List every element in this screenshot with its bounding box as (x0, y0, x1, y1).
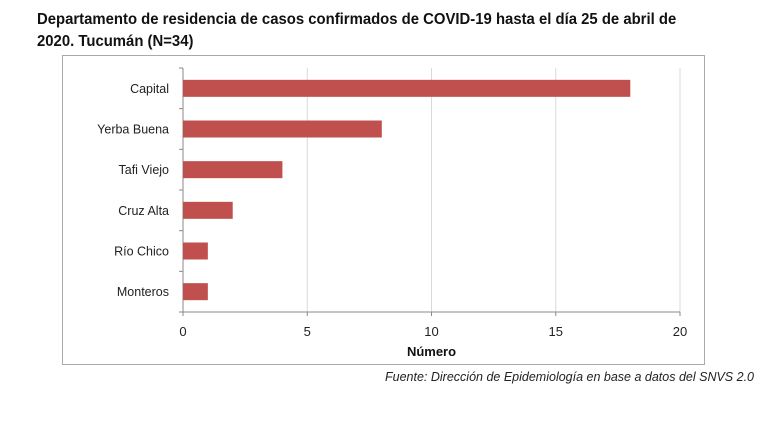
category-label: Monteros (117, 285, 169, 299)
bar-capital (183, 79, 631, 97)
source-note: Fuente: Dirección de Epidemiología en ba… (385, 370, 754, 384)
category-label: Cruz Alta (118, 204, 169, 218)
category-label: Yerba Buena (97, 123, 169, 137)
category-label: Tafi Viejo (119, 163, 170, 177)
x-tick-label: 10 (424, 324, 438, 339)
chart-title: Departamento de residencia de casos conf… (37, 11, 677, 50)
bar-yerba-buena (183, 120, 382, 138)
bar-río-chico (183, 242, 208, 260)
bar-cruz-alta (183, 201, 233, 219)
x-tick-label: 15 (549, 324, 563, 339)
chart-frame (62, 55, 705, 365)
x-tick-label: 5 (304, 324, 311, 339)
category-label: Capital (130, 82, 169, 96)
x-tick-label: 20 (673, 324, 687, 339)
bar-tafi-viejo (183, 161, 283, 179)
x-axis-label: Número (407, 344, 456, 359)
bar-monteros (183, 283, 208, 301)
x-tick-label: 0 (179, 324, 186, 339)
category-label: Río Chico (114, 245, 169, 259)
